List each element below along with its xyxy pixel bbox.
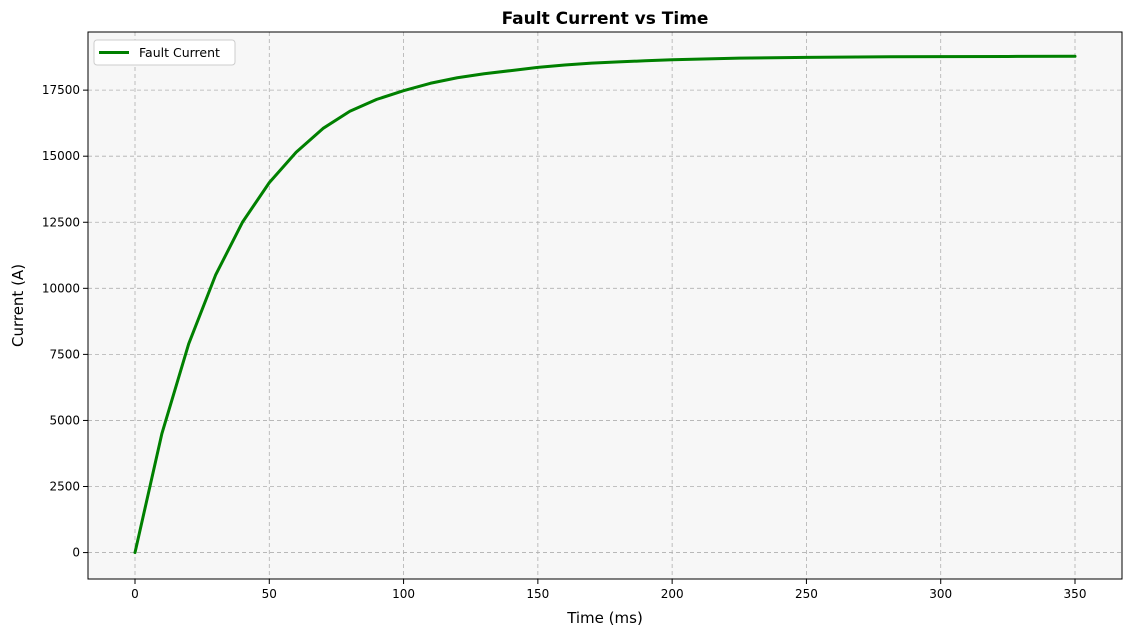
y-axis-ticks: 0 2500 5000 7500 10000 12500 15000 17500	[42, 83, 88, 560]
plot-area	[88, 32, 1122, 579]
y-tick-label: 12500	[42, 215, 80, 229]
x-tick-label: 50	[262, 587, 277, 601]
y-tick-label: 7500	[49, 347, 80, 361]
y-axis-label: Current (A)	[9, 264, 27, 347]
x-tick-label: 100	[392, 587, 415, 601]
x-tick-label: 350	[1064, 587, 1087, 601]
x-tick-label: 150	[526, 587, 549, 601]
x-axis-ticks: 0 50 100 150 200 250 300 350	[131, 579, 1086, 601]
y-tick-label: 17500	[42, 83, 80, 97]
y-tick-label: 2500	[49, 480, 80, 494]
y-tick-label: 10000	[42, 281, 80, 295]
y-tick-label: 15000	[42, 149, 80, 163]
grid	[88, 32, 1122, 579]
x-tick-label: 250	[795, 587, 818, 601]
legend-label-fault-current: Fault Current	[139, 45, 220, 60]
y-tick-label: 5000	[49, 413, 80, 427]
x-tick-label: 300	[929, 587, 952, 601]
chart-title: Fault Current vs Time	[502, 9, 709, 29]
x-tick-label: 200	[661, 587, 684, 601]
y-tick-label: 0	[72, 546, 80, 560]
legend-box	[93, 39, 236, 66]
plot-frame	[87, 31, 1123, 580]
legend: Fault Current	[93, 39, 236, 66]
x-axis-label: Time (ms)	[566, 609, 643, 627]
series-layer	[133, 54, 1077, 555]
series-line-fault-current	[133, 54, 1077, 555]
x-tick-label: 0	[131, 587, 139, 601]
